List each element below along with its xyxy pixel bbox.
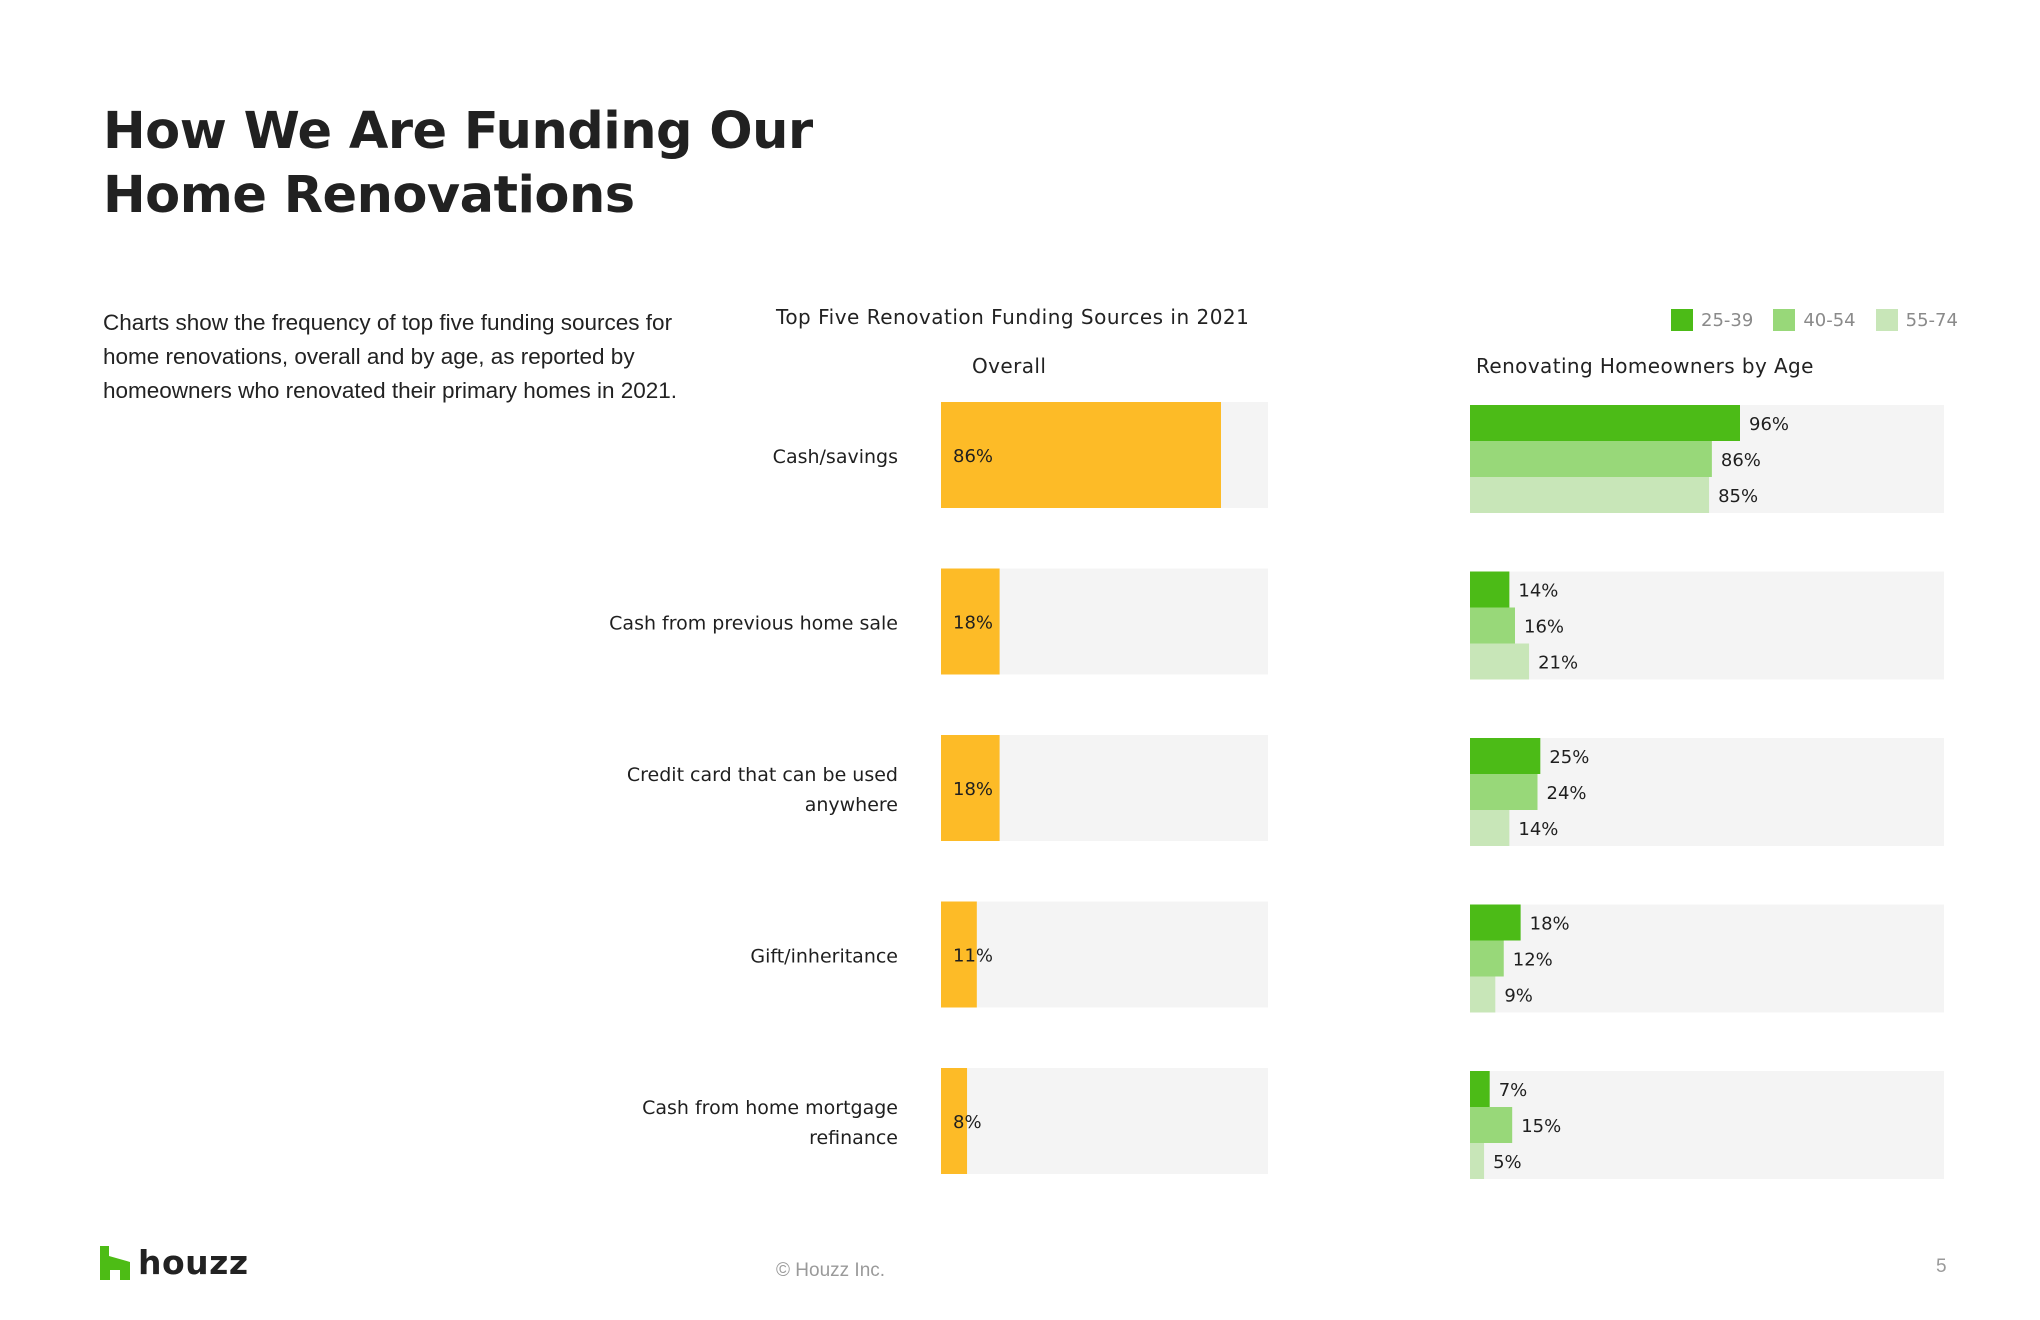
age-bar-55-74-cash-from-home-mortgage-refinance	[1470, 1143, 1485, 1179]
age-bar-25-39-credit-card-that-can-be-used-anywhere	[1470, 738, 1541, 774]
category-label-cash-savings: Cash/savings	[773, 446, 898, 468]
overall-bar-cash-from-previous-home-sale	[941, 568, 1000, 675]
overall-value-label-cash-from-previous-home-sale: 18%	[953, 613, 993, 634]
age-bar-25-39-gift-inheritance	[1470, 904, 1521, 941]
legend-label-25-39: 25-39	[1701, 309, 1754, 331]
age-value-label-55-74-gift-inheritance: 9%	[1504, 986, 1533, 1007]
page-number: 5	[1936, 1256, 1947, 1277]
copyright-text: © Houzz Inc.	[776, 1260, 886, 1281]
overall-track-cash-from-home-mortgage-refinance	[941, 1068, 1268, 1174]
legend-swatch-25-39	[1671, 309, 1693, 331]
age-value-label-40-54-credit-card-that-can-be-used-anywhere: 24%	[1547, 783, 1587, 804]
category-label-credit-card-that-can-be-used-anywhere-line-2: anywhere	[805, 794, 898, 816]
overall-value-label-cash-savings: 86%	[953, 446, 993, 467]
page-title-line-1: How We Are Funding Our	[103, 102, 813, 161]
overall-value-label-credit-card-that-can-be-used-anywhere: 18%	[953, 779, 993, 800]
age-value-label-25-39-cash-from-previous-home-sale: 14%	[1518, 581, 1558, 602]
age-value-label-25-39-credit-card-that-can-be-used-anywhere: 25%	[1549, 747, 1589, 768]
age-bar-25-39-cash-savings	[1470, 405, 1740, 441]
houzz-logo-icon	[100, 1246, 130, 1280]
age-bar-25-39-cash-from-previous-home-sale	[1470, 571, 1510, 608]
age-value-label-25-39-gift-inheritance: 18%	[1530, 914, 1570, 935]
age-value-label-55-74-cash-from-home-mortgage-refinance: 5%	[1493, 1152, 1522, 1173]
overall-bar-cash-savings	[941, 402, 1221, 508]
legend-item-25-39: 25-39	[1671, 309, 1753, 331]
legend-swatch-55-74	[1875, 309, 1898, 331]
age-bar-40-54-credit-card-that-can-be-used-anywhere	[1470, 774, 1538, 810]
age-bar-40-54-cash-from-previous-home-sale	[1470, 607, 1515, 644]
age-value-label-40-54-gift-inheritance: 12%	[1513, 950, 1553, 971]
page-title: How We Are Funding Our Home Renovations	[103, 100, 903, 228]
category-label-cash-from-home-mortgage-refinance-line-2: refinance	[809, 1127, 898, 1149]
legend-swatch-40-54	[1773, 309, 1796, 331]
age-value-label-40-54-cash-savings: 86%	[1721, 450, 1761, 471]
age-bar-55-74-credit-card-that-can-be-used-anywhere	[1470, 810, 1510, 846]
overall-bar-gift-inheritance	[941, 901, 977, 1008]
by-age-subtitle: Renovating Homeowners by Age	[1476, 354, 1814, 378]
legend-item-55-74: 55-74	[1875, 309, 1958, 331]
age-bar-40-54-gift-inheritance	[1470, 940, 1504, 977]
legend-label-55-74: 55-74	[1905, 309, 1958, 331]
age-value-label-25-39-cash-savings: 96%	[1749, 414, 1789, 435]
brand-name: houzz	[138, 1243, 249, 1282]
category-label-cash-from-previous-home-sale: Cash from previous home sale	[609, 613, 898, 635]
age-track-gift-inheritance	[1470, 904, 1944, 1013]
age-value-label-25-39-cash-from-home-mortgage-refinance: 7%	[1499, 1080, 1528, 1101]
age-value-label-55-74-credit-card-that-can-be-used-anywhere: 14%	[1518, 819, 1558, 840]
category-label-credit-card-that-can-be-used-anywhere-line-1: Credit card that can be used	[627, 764, 898, 786]
age-track-credit-card-that-can-be-used-anywhere	[1470, 738, 1944, 846]
overall-track-gift-inheritance	[941, 901, 1268, 1008]
overall-value-label-gift-inheritance: 11%	[953, 946, 993, 967]
overall-subtitle: Overall	[972, 354, 1047, 378]
page-title-line-2: Home Renovations	[103, 166, 635, 225]
age-bar-55-74-gift-inheritance	[1470, 976, 1496, 1013]
age-bar-55-74-cash-savings	[1470, 477, 1710, 513]
category-label-cash-from-home-mortgage-refinance-line-1: Cash from home mortgage	[642, 1097, 898, 1119]
chart-description: Charts show the frequency of top five fu…	[103, 310, 678, 403]
overall-bar-credit-card-that-can-be-used-anywhere	[941, 735, 1000, 841]
legend-label-40-54: 40-54	[1803, 309, 1856, 331]
age-value-label-55-74-cash-savings: 85%	[1718, 486, 1758, 507]
houzz-logo: houzz	[100, 1245, 249, 1281]
category-label-gift-inheritance: Gift/inheritance	[750, 946, 898, 968]
age-bar-25-39-cash-from-home-mortgage-refinance	[1470, 1071, 1490, 1107]
overall-value-label-cash-from-home-mortgage-refinance: 8%	[953, 1112, 982, 1133]
chart-legend: 25-39 40-54 55-74	[1671, 308, 1958, 332]
overall-bar-cash-from-home-mortgage-refinance	[941, 1068, 968, 1174]
age-value-label-40-54-cash-from-previous-home-sale: 16%	[1524, 617, 1564, 638]
chart-title: Top Five Renovation Funding Sources in 2…	[776, 305, 1250, 329]
age-bar-55-74-cash-from-previous-home-sale	[1470, 643, 1530, 680]
age-value-label-55-74-cash-from-previous-home-sale: 21%	[1538, 653, 1578, 674]
legend-item-40-54: 40-54	[1773, 309, 1856, 331]
age-track-cash-from-previous-home-sale	[1470, 571, 1944, 680]
age-bar-40-54-cash-savings	[1470, 441, 1712, 477]
age-value-label-40-54-cash-from-home-mortgage-refinance: 15%	[1521, 1116, 1561, 1137]
age-bar-40-54-cash-from-home-mortgage-refinance	[1470, 1107, 1513, 1143]
age-track-cash-from-home-mortgage-refinance	[1470, 1071, 1944, 1179]
